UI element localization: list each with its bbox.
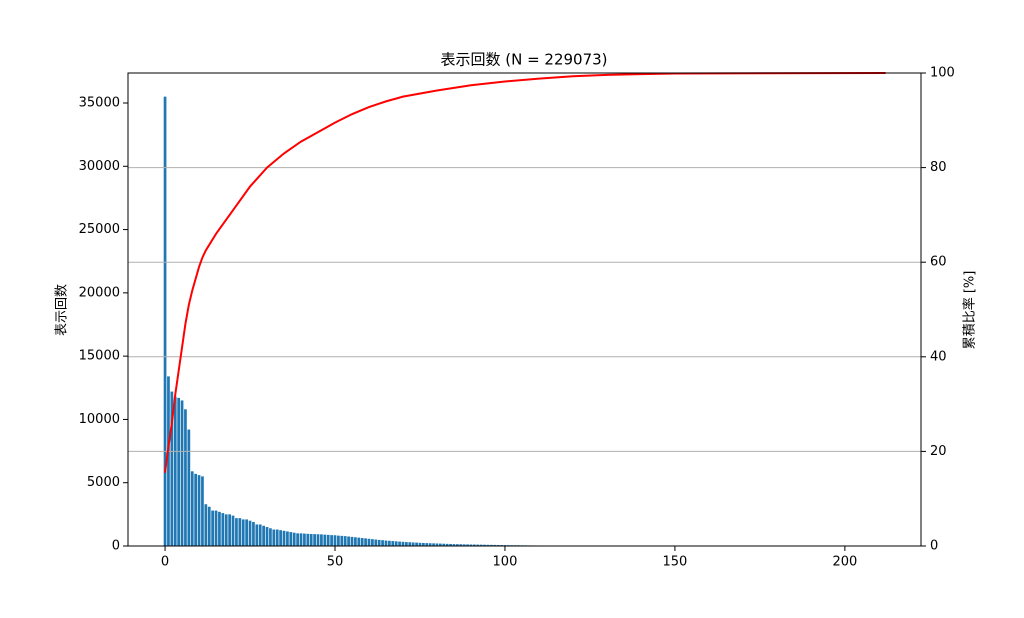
bar: [344, 536, 347, 546]
cumulative-line: [165, 73, 886, 473]
bar: [289, 532, 292, 546]
bar: [381, 540, 384, 546]
bar: [385, 541, 388, 546]
bar: [262, 526, 265, 546]
bar: [330, 535, 333, 546]
bar: [238, 518, 241, 546]
bar: [198, 475, 201, 546]
bar: [334, 535, 337, 546]
chart-title: 表示回数 (N = 229073): [440, 51, 607, 69]
y-tick-label: 25000: [79, 222, 120, 237]
bar: [374, 540, 377, 546]
bar: [408, 542, 411, 546]
bar: [378, 540, 381, 546]
bar: [405, 542, 408, 546]
bar: [208, 507, 211, 546]
bar: [415, 543, 418, 546]
bar: [177, 398, 180, 546]
bar: [228, 514, 231, 546]
y2-tick-label: 80: [930, 160, 947, 175]
bar: [255, 524, 258, 546]
bar: [191, 471, 194, 546]
bar: [174, 397, 177, 546]
bar: [242, 519, 245, 546]
bar: [245, 519, 248, 546]
bar: [303, 534, 306, 546]
bar: [357, 538, 360, 546]
bar: [286, 531, 289, 546]
bar: [218, 512, 221, 546]
bar: [402, 542, 405, 546]
x-tick-label: 100: [493, 555, 518, 570]
bar: [320, 534, 323, 546]
bar: [412, 542, 415, 546]
bar: [225, 514, 228, 546]
bar: [296, 533, 299, 546]
bar: [266, 527, 269, 546]
bar: [164, 97, 167, 546]
bar: [259, 524, 262, 546]
y2-axis-label: 累積比率 [%]: [962, 271, 978, 350]
bar: [187, 430, 190, 546]
bar: [293, 533, 296, 546]
bar: [310, 534, 313, 546]
bar: [354, 537, 357, 546]
y2-tick-label: 60: [930, 255, 947, 270]
bar: [252, 522, 255, 546]
bar: [204, 504, 207, 546]
bar: [395, 541, 398, 546]
bar: [232, 516, 235, 546]
bar: [276, 530, 279, 546]
y2-tick-label: 100: [930, 66, 955, 81]
bar: [235, 518, 238, 546]
bar: [184, 409, 187, 546]
bar: [194, 474, 197, 546]
bar: [269, 528, 272, 546]
x-tick-label: 200: [832, 555, 857, 570]
bar: [337, 536, 340, 546]
y-tick-label: 30000: [79, 159, 120, 174]
bar: [361, 538, 364, 546]
x-tick-label: 50: [327, 555, 344, 570]
bar: [347, 537, 350, 546]
bar: [306, 534, 309, 546]
bar: [317, 534, 320, 546]
bar: [340, 536, 343, 546]
y-tick-label: 10000: [79, 412, 120, 427]
bar: [327, 535, 330, 546]
bar: [364, 538, 367, 546]
y-tick-label: 20000: [79, 285, 120, 300]
bar: [211, 511, 214, 546]
y-tick-label: 5000: [87, 475, 120, 490]
bar: [368, 539, 371, 546]
plot-frame: [128, 73, 921, 546]
y-tick-label: 35000: [79, 95, 120, 110]
bar: [201, 476, 204, 546]
bar: [181, 400, 184, 546]
bar: [323, 535, 326, 546]
bar: [300, 533, 303, 546]
bar: [215, 511, 218, 546]
x-tick-label: 150: [662, 555, 687, 570]
y-axis-label: 表示回数: [55, 284, 70, 336]
y2-tick-label: 40: [930, 349, 947, 364]
y-tick-label: 0: [112, 539, 120, 554]
bar: [371, 539, 374, 546]
bar: [313, 534, 316, 546]
y2-tick-label: 0: [930, 539, 938, 554]
y2-tick-label: 20: [930, 444, 947, 459]
bar: [272, 530, 275, 546]
bar: [351, 537, 354, 546]
bar: [388, 541, 391, 546]
bar: [398, 542, 401, 546]
bar: [391, 541, 394, 546]
x-tick-label: 0: [161, 555, 169, 570]
y-tick-label: 15000: [79, 349, 120, 364]
bar: [279, 530, 282, 546]
bar: [249, 521, 252, 546]
bar: [283, 531, 286, 546]
bar: [221, 513, 224, 546]
